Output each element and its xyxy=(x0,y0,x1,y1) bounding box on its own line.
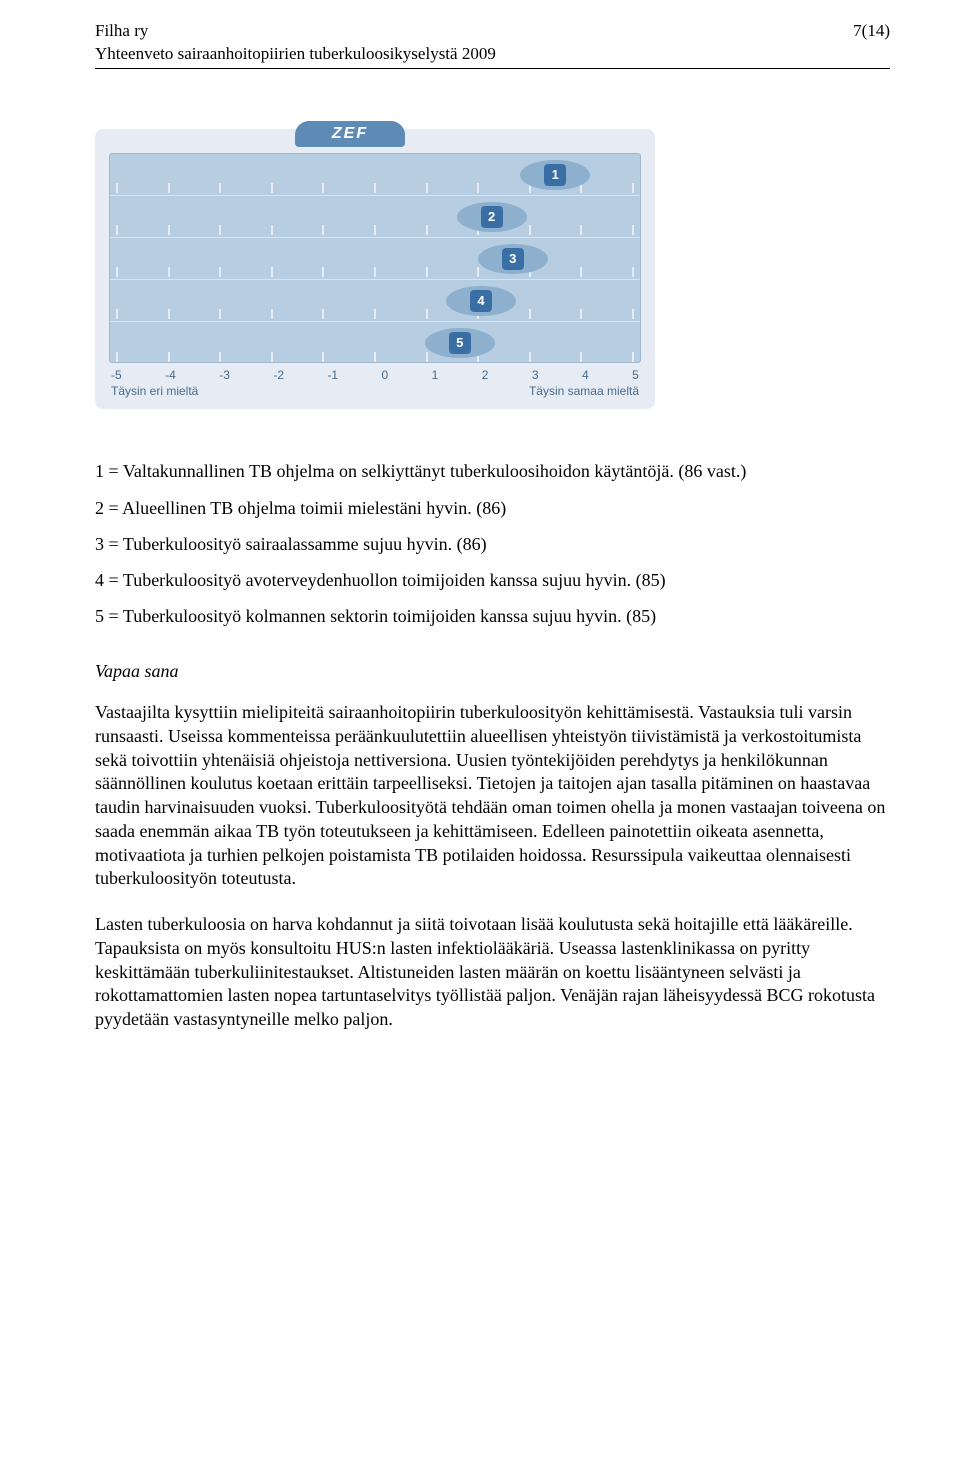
chart-row: 5 xyxy=(110,322,640,363)
axis-tick: 4 xyxy=(582,367,589,383)
legend-item-1: 1 = Valtakunnallinen TB ohjelma on selki… xyxy=(95,459,890,483)
axis-tick: 5 xyxy=(632,367,639,383)
axis-tick: -4 xyxy=(165,367,176,383)
body-paragraph-2: Lasten tuberkuloosia on harva kohdannut … xyxy=(95,913,890,1032)
chart-marker: 3 xyxy=(478,244,548,274)
chart-plot-area: 1 2 34 5 xyxy=(109,153,641,363)
axis-tick: 2 xyxy=(482,367,489,383)
axis-tick: 0 xyxy=(382,367,389,383)
page-header: Filha ry Yhteenveto sairaanhoitopiirien … xyxy=(95,20,890,69)
axis-tick: -2 xyxy=(273,367,284,383)
chart-row: 2 xyxy=(110,196,640,238)
zef-logo: ZEF xyxy=(295,121,405,147)
chart-axis-labels: Täysin eri mieltä Täysin samaa mieltä xyxy=(109,383,641,403)
page-number: 7(14) xyxy=(853,20,890,66)
chart-marker: 5 xyxy=(425,328,495,358)
legend-item-5: 5 = Tuberkuloosityö kolmannen sektorin t… xyxy=(95,604,890,628)
chart-row: 1 xyxy=(110,154,640,196)
header-org: Filha ry xyxy=(95,20,496,43)
chart-marker-number: 1 xyxy=(544,164,566,186)
axis-right-label: Täysin samaa mieltä xyxy=(529,383,639,399)
header-subtitle: Yhteenveto sairaanhoitopiirien tuberkulo… xyxy=(95,43,496,66)
chart-axis-numbers: -5 -4 -3 -2 -1 0 1 2 3 4 5 xyxy=(109,363,641,383)
body-paragraph-1: Vastaajilta kysyttiin mielipiteitä saira… xyxy=(95,701,890,891)
likert-chart: ZEF 12345 -5-4-3-2-1012345 Täysin eri mi… xyxy=(95,129,655,409)
axis-tick: 1 xyxy=(432,367,439,383)
chart-legend: 1 = Valtakunnallinen TB ohjelma on selki… xyxy=(95,459,890,628)
chart-row: 4 xyxy=(110,280,640,322)
axis-tick: -5 xyxy=(111,367,122,383)
chart-marker: 4 xyxy=(446,286,516,316)
axis-tick: -3 xyxy=(219,367,230,383)
chart-marker-number: 3 xyxy=(502,248,524,270)
legend-item-4: 4 = Tuberkuloosityö avoterveydenhuollon … xyxy=(95,568,890,592)
legend-item-3: 3 = Tuberkuloosityö sairaalassamme sujuu… xyxy=(95,532,890,556)
axis-left-label: Täysin eri mieltä xyxy=(111,383,198,399)
axis-tick: -1 xyxy=(327,367,338,383)
chart-row: 3 xyxy=(110,238,640,280)
chart-marker: 1 xyxy=(520,160,590,190)
chart-marker: 2 xyxy=(457,202,527,232)
chart-marker-number: 5 xyxy=(449,332,471,354)
chart-marker-number: 2 xyxy=(481,206,503,228)
chart-marker-number: 4 xyxy=(470,290,492,312)
legend-item-2: 2 = Alueellinen TB ohjelma toimii mieles… xyxy=(95,496,890,520)
axis-tick: 3 xyxy=(532,367,539,383)
section-title: Vapaa sana xyxy=(95,659,890,683)
